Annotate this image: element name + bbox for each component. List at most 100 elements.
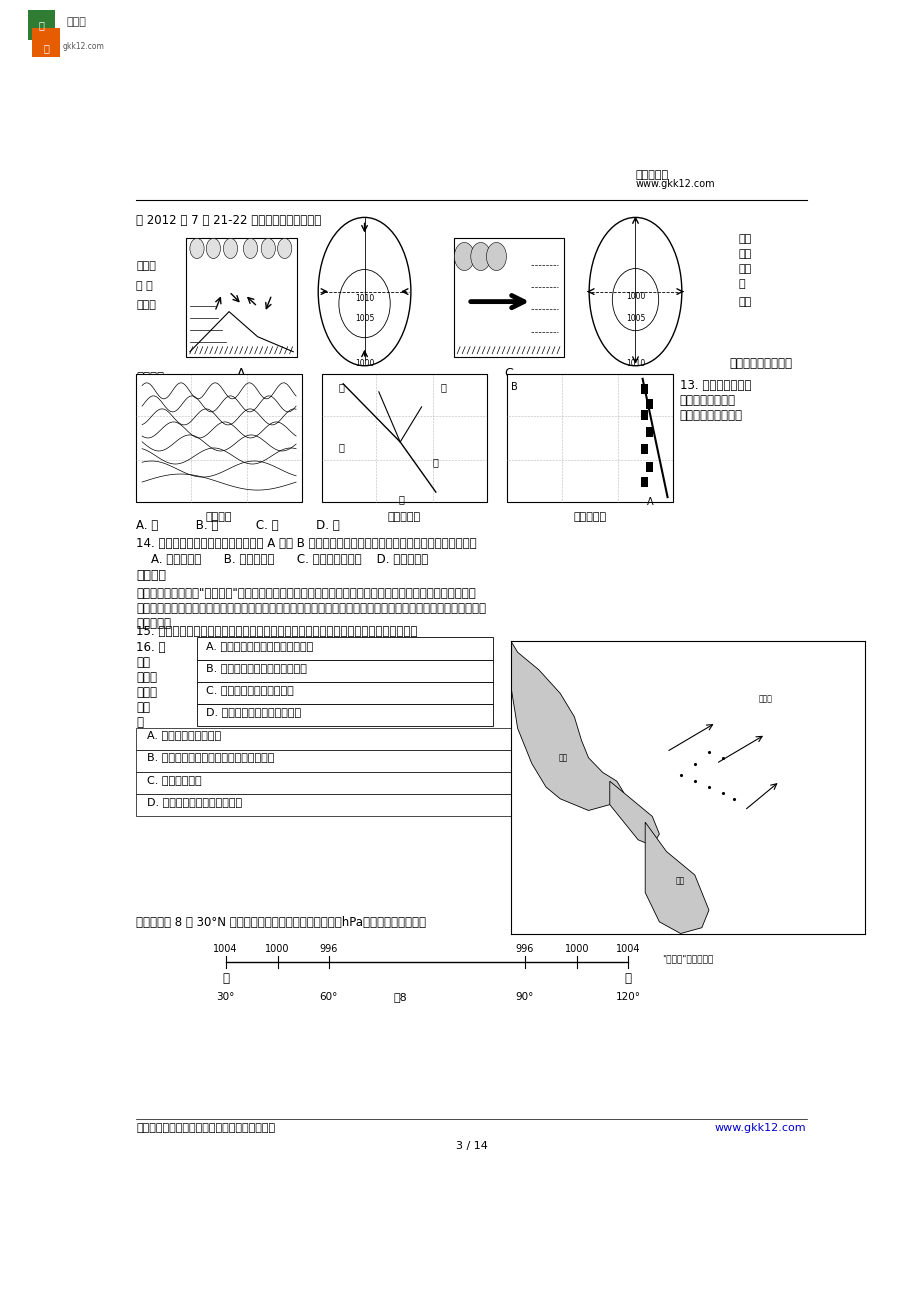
Text: 水系分布图: 水系分布图	[388, 512, 421, 522]
Circle shape	[486, 242, 505, 271]
Polygon shape	[609, 781, 659, 846]
Text: 区等: 区等	[738, 264, 752, 275]
Circle shape	[189, 238, 204, 259]
Bar	[197, 638, 493, 660]
Text: 高考信息网: 高考信息网	[635, 171, 668, 180]
Text: A: A	[646, 497, 652, 506]
Text: 信息网: 信息网	[66, 17, 86, 26]
Text: 1010: 1010	[625, 359, 644, 367]
Text: 是: 是	[738, 695, 745, 708]
Text: 南美: 南美	[675, 876, 685, 885]
Text: ）下图: ）下图	[136, 262, 156, 272]
Text: 运用科技和互联网的力量，让教育变的更容易。: 运用科技和互联网的力量，让教育变的更容易。	[136, 1122, 275, 1133]
Text: （八）下图 8 为 30°N 附近海平面某月气压示意图（单位：hPa），读图回答问题。: （八）下图 8 为 30°N 附近海平面某月气压示意图（单位：hPa），读图回答…	[136, 917, 425, 930]
Text: 1004: 1004	[616, 944, 640, 954]
Text: www.gkk12.com: www.gkk12.com	[714, 1122, 806, 1133]
Text: 丙: 丙	[433, 457, 438, 467]
Text: 聚落分布图: 聚落分布图	[573, 512, 606, 522]
Text: 为同: 为同	[738, 250, 752, 259]
Circle shape	[278, 238, 291, 259]
Text: 14. 该区域为加快经济发展，拟建设由 A 城到 B 城的交通线路，除上述三幅图外，最需要利用该区域的: 14. 该区域为加快经济发展，拟建设由 A 城到 B 城的交通线路，除上述三幅图…	[136, 538, 476, 551]
Text: 1000: 1000	[564, 944, 589, 954]
Text: 于该: 于该	[738, 642, 752, 655]
Text: 15. 洋流说认为其原因主要是百慕大海域洋流复杂引起的，下列属于流经该地区的洋流是: 15. 洋流说认为其原因主要是百慕大海域洋流复杂引起的，下列属于流经该地区的洋流…	[136, 625, 417, 638]
Text: 丁: 丁	[338, 441, 345, 452]
Text: B. 北赤道暖流和加利福尼亚寒流: B. 北赤道暖流和加利福尼亚寒流	[205, 663, 306, 673]
Text: D. 洋流流向随季节变化而变化: D. 洋流流向随季节变化而变化	[147, 797, 242, 806]
Text: 高线、: 高线、	[136, 299, 156, 310]
Text: 甲: 甲	[221, 973, 229, 986]
Ellipse shape	[612, 268, 658, 331]
Text: B: B	[510, 381, 517, 392]
Text: C: C	[504, 367, 513, 380]
Circle shape	[454, 242, 474, 271]
Text: 1004: 1004	[213, 944, 237, 954]
Text: 洋流: 洋流	[738, 660, 752, 673]
Bar	[641, 410, 648, 421]
Text: A. 墨西哥湾暖流和加利福尼亚寒流: A. 墨西哥湾暖流和加利福尼亚寒流	[205, 641, 312, 651]
Text: C. 日本暖流和北太平洋暖流: C. 日本暖流和北太平洋暖流	[205, 685, 293, 695]
Text: B: B	[360, 374, 369, 387]
FancyBboxPatch shape	[32, 27, 60, 57]
Bar	[322, 374, 487, 503]
Text: 图8: 图8	[393, 992, 406, 1003]
Text: 致 2012 年 7 月 21-22 日北京特大暴雨的是：: 致 2012 年 7 月 21-22 日北京特大暴雨的是：	[136, 215, 322, 228]
Text: 北美: 北美	[559, 754, 568, 762]
Bar	[641, 477, 648, 487]
Circle shape	[261, 238, 275, 259]
Text: 甲: 甲	[398, 493, 404, 504]
Text: 120°: 120°	[615, 992, 641, 1003]
Text: D: D	[630, 374, 640, 387]
Bar	[136, 794, 517, 816]
Circle shape	[223, 238, 237, 259]
Bar	[197, 681, 493, 703]
Polygon shape	[644, 823, 709, 934]
Text: 乙: 乙	[624, 973, 631, 986]
Circle shape	[471, 242, 490, 271]
Bar	[136, 750, 517, 772]
Text: 聚落分布图，读图回: 聚落分布图，读图回	[729, 357, 792, 370]
Polygon shape	[510, 641, 623, 810]
Bar	[197, 703, 493, 725]
Bar	[645, 398, 652, 409]
Bar	[645, 462, 652, 473]
Text: A: A	[237, 367, 245, 380]
Bar	[136, 728, 517, 750]
Circle shape	[243, 238, 257, 259]
Bar	[453, 238, 563, 357]
Text: 60°: 60°	[320, 992, 337, 1003]
Text: 13. 根据图中信息判
断，甲乙丙丁四个
河段中流速最快的是: 13. 根据图中信息判 断，甲乙丙丁四个 河段中流速最快的是	[679, 379, 750, 422]
Text: 美百慕大三角被称为"魔鬼三角"在这里许多先进的仪器都会失灵，而人员一旦遇险则基本没有生还的可能。为
此，科学家作了很多解析，比如洋流说，气候说，电磁说，海底地形: 美百慕大三角被称为"魔鬼三角"在这里许多先进的仪器都会失灵，而人员一旦遇险则基本…	[136, 587, 486, 630]
Text: 90°: 90°	[516, 992, 534, 1003]
Ellipse shape	[338, 270, 390, 337]
Bar	[506, 374, 672, 503]
Text: 16. 关
于该
海域的
说法正
确的
是: 16. 关 于该 海域的 说法正 确的 是	[136, 642, 165, 729]
Text: 996: 996	[320, 944, 337, 954]
Text: 1005: 1005	[355, 314, 374, 323]
Text: 确的: 确的	[738, 677, 752, 690]
FancyBboxPatch shape	[28, 10, 55, 40]
Text: （七）北: （七）北	[136, 569, 166, 582]
Text: 考: 考	[43, 43, 49, 53]
Ellipse shape	[318, 217, 411, 366]
Text: A. 洋流的性质属于寒流: A. 洋流的性质属于寒流	[147, 730, 221, 741]
Text: 高: 高	[39, 20, 44, 30]
Text: 西: 西	[439, 381, 446, 392]
Text: 996: 996	[516, 944, 534, 954]
Circle shape	[206, 238, 221, 259]
Text: 1000: 1000	[265, 944, 289, 954]
Text: 一 地: 一 地	[136, 280, 153, 290]
Text: 30°: 30°	[216, 992, 234, 1003]
Text: 系、: 系、	[738, 297, 752, 306]
Text: www.gkk12.com: www.gkk12.com	[635, 180, 714, 189]
Text: 1005: 1005	[625, 314, 644, 323]
Text: 答问题。: 答问题。	[136, 371, 165, 384]
Text: D. 北赤道暖流和墨西哥湾暖流: D. 北赤道暖流和墨西哥湾暖流	[205, 707, 301, 717]
Text: 1010: 1010	[355, 293, 374, 302]
Ellipse shape	[588, 217, 681, 366]
Text: gkk12.com: gkk12.com	[62, 42, 105, 51]
Text: 等高线图: 等高线图	[206, 512, 233, 522]
Text: "神秘的"百慕大三角: "神秘的"百慕大三角	[662, 954, 712, 963]
Text: 百慕大: 百慕大	[758, 695, 772, 703]
Text: 1000: 1000	[355, 359, 374, 367]
